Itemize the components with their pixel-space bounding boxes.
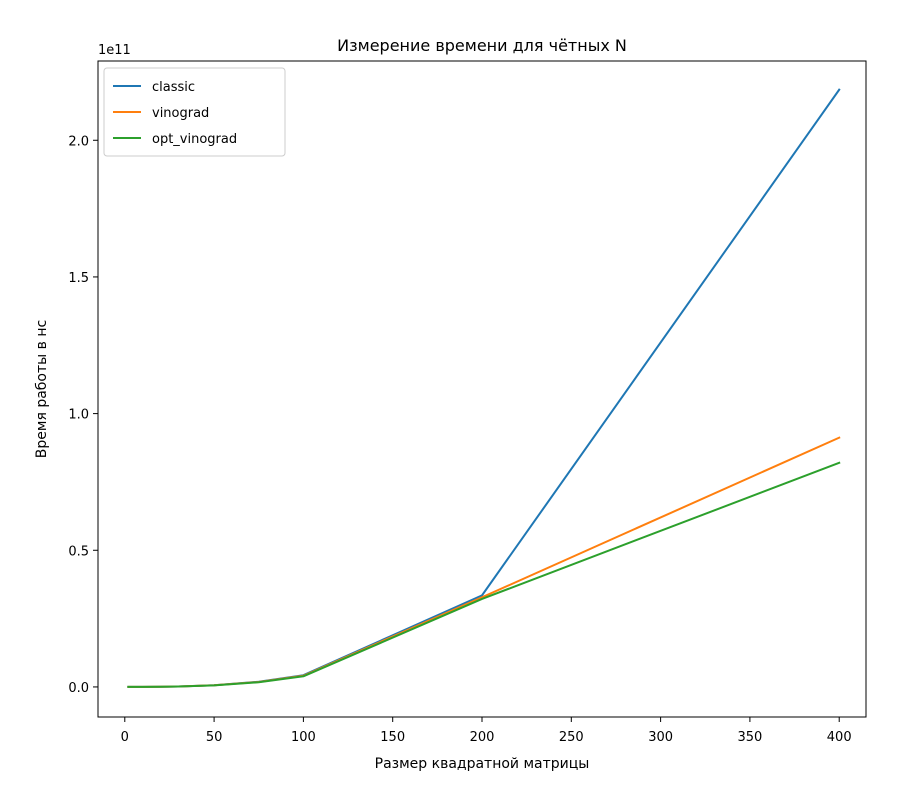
series-line-opt_vinograd [127,461,841,688]
axes: 0 50 100 150 200 250 300 350 400 0.0 0.5 1.0 1.5 2.0 [68,60,867,745]
x-tick-label: 0 [121,730,129,745]
y-offset-label: 1e11 [98,43,131,58]
y-tick-label: 1.0 [68,408,89,423]
chart-title: Измерение времени для чётных N [337,36,627,55]
x-tick-label: 250 [559,730,584,745]
x-tick-label: 100 [291,730,316,745]
y-axis-label: Время работы в нс [34,320,50,458]
y-tick-label: 0.5 [68,544,89,559]
y-tick-label: 0.0 [68,681,89,696]
x-tick-label: 150 [380,730,405,745]
x-tick-label: 50 [206,730,223,745]
x-tick-label: 350 [737,730,762,745]
legend-label-classic: classic [152,80,195,95]
x-tick-label: 400 [827,730,852,745]
y-tick-label: 1.5 [68,271,89,286]
x-axis-label: Размер квадратной матрицы [375,756,590,772]
plot-area [127,88,841,688]
legend: classic vinograd opt_vinograd [103,67,286,157]
legend-box [103,67,286,157]
y-tick-label: 2.0 [68,134,89,149]
x-tick-label: 200 [470,730,495,745]
legend-label-opt_vinograd: opt_vinograd [152,132,237,147]
x-tick-label: 300 [648,730,673,745]
legend-label-vinograd: vinograd [152,106,209,121]
